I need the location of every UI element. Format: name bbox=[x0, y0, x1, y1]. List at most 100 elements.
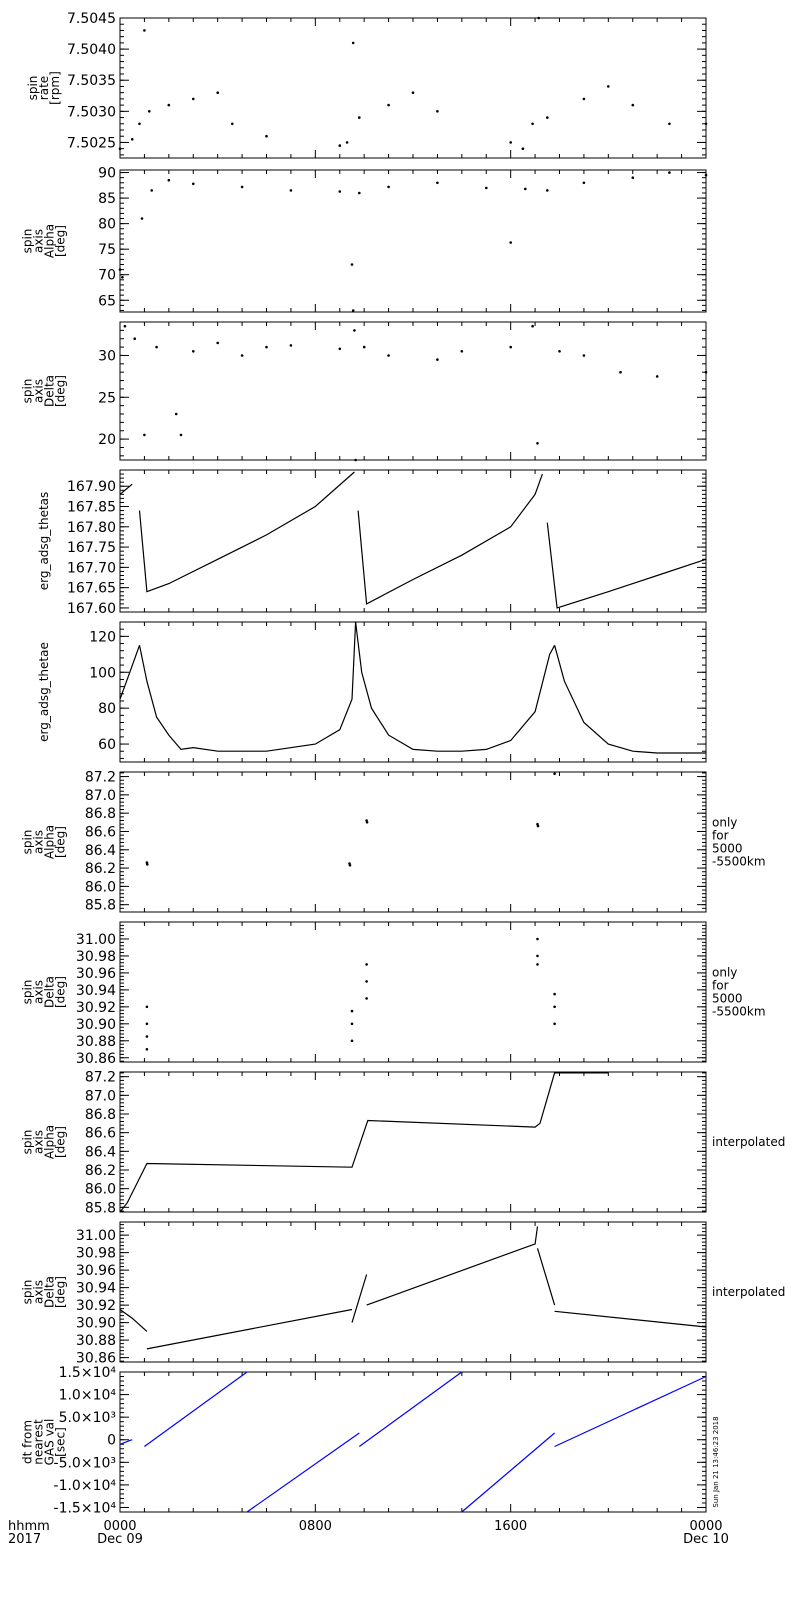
y-tick-label: 80 bbox=[98, 701, 116, 717]
series-line bbox=[119, 1439, 133, 1445]
series-line bbox=[366, 1226, 539, 1306]
data-point bbox=[167, 178, 171, 182]
y-axis-label: nearest bbox=[32, 1419, 46, 1465]
data-point bbox=[509, 345, 512, 349]
panel-5: 60 80 100 120 erg_adsg_thetae bbox=[37, 621, 707, 763]
series-line bbox=[554, 1375, 707, 1448]
y-axis-label: axis bbox=[32, 1130, 46, 1154]
y-axis-label: [deg] bbox=[54, 1126, 68, 1158]
plot-frame bbox=[119, 621, 707, 763]
y-tick-label: 31.00 bbox=[76, 932, 116, 948]
data-point bbox=[553, 992, 556, 996]
y-axis-label: axis bbox=[32, 830, 46, 854]
data-point bbox=[558, 350, 561, 353]
data-point bbox=[411, 91, 415, 94]
y-tick-label: 75 bbox=[98, 242, 116, 258]
y-tick-label: 30.90 bbox=[76, 1017, 116, 1033]
data-point bbox=[582, 354, 586, 357]
data-point bbox=[350, 263, 354, 266]
data-point bbox=[485, 186, 488, 190]
data-point bbox=[350, 1039, 354, 1043]
series-line bbox=[119, 645, 141, 700]
panel-4: 167.60 167.65 167.70 167.75 167.80 167.85 167.… bbox=[37, 469, 707, 617]
y-tick-label: 87.0 bbox=[85, 1088, 116, 1104]
data-point bbox=[133, 337, 136, 341]
data-point bbox=[121, 276, 124, 279]
data-point bbox=[655, 375, 659, 378]
data-point bbox=[365, 821, 369, 824]
y-axis-label: Delta bbox=[43, 375, 57, 407]
side-label: only bbox=[712, 966, 737, 980]
y-axis-label: GAS val bbox=[43, 1419, 57, 1466]
side-label: interpolated bbox=[712, 1135, 785, 1149]
y-tick-label: 86.0 bbox=[85, 1182, 116, 1198]
data-point bbox=[387, 103, 390, 107]
y-tick-label: 7.5035 bbox=[67, 73, 116, 89]
data-point bbox=[143, 433, 146, 437]
data-point bbox=[145, 1035, 149, 1038]
x-date-label: Dec 10 bbox=[683, 1532, 729, 1547]
y-tick-label: 60 bbox=[98, 737, 116, 753]
plot-frame bbox=[119, 1371, 707, 1513]
data-point bbox=[351, 309, 355, 312]
data-point bbox=[704, 122, 708, 126]
data-point bbox=[531, 122, 534, 126]
y-tick-label: 30 bbox=[98, 348, 116, 364]
y-tick-label: 85.8 bbox=[85, 898, 116, 914]
data-point bbox=[536, 442, 539, 445]
data-point bbox=[145, 1022, 149, 1026]
data-point bbox=[553, 1022, 556, 1026]
data-point bbox=[536, 937, 539, 941]
data-point bbox=[118, 268, 122, 271]
data-point bbox=[546, 189, 549, 192]
data-point bbox=[436, 181, 439, 185]
y-axis-label: axis bbox=[32, 1280, 46, 1304]
y-axis-label: Alpha bbox=[43, 224, 57, 258]
series-line bbox=[358, 1371, 463, 1447]
y-tick-label: 167.60 bbox=[67, 601, 116, 617]
data-point bbox=[192, 182, 195, 186]
y-tick-label: 30.96 bbox=[76, 1263, 116, 1279]
y-tick-label: 1.5×10⁴ bbox=[59, 1365, 117, 1381]
series-line bbox=[119, 483, 133, 495]
data-point bbox=[289, 189, 293, 192]
y-tick-label: 167.80 bbox=[67, 520, 116, 536]
data-point bbox=[509, 241, 512, 244]
data-point bbox=[350, 1009, 354, 1013]
y-tick-label: 167.75 bbox=[67, 540, 116, 556]
data-point bbox=[345, 141, 349, 144]
series-line bbox=[119, 1072, 609, 1213]
y-tick-label: 5.0×10³ bbox=[59, 1410, 116, 1426]
y-axis-label: [rpm] bbox=[48, 71, 62, 105]
data-point bbox=[365, 963, 368, 966]
data-point bbox=[123, 324, 127, 328]
data-point bbox=[362, 345, 366, 349]
data-point bbox=[619, 370, 622, 374]
y-tick-label: 30.96 bbox=[76, 966, 116, 982]
panel-10: -1.5×10⁴ -1.0×10⁴ -5.0×10³ 0 5.0×10³ 1.0×10⁴ 1… bbox=[21, 1365, 707, 1516]
data-point bbox=[140, 217, 144, 220]
y-tick-label: 86.2 bbox=[85, 1163, 116, 1179]
y-tick-label: 31.00 bbox=[76, 1228, 116, 1244]
y-tick-label: -1.5×10⁴ bbox=[54, 1500, 117, 1516]
y-axis-label: Alpha bbox=[43, 1125, 57, 1159]
data-point bbox=[338, 144, 342, 147]
series-line bbox=[138, 621, 357, 752]
y-axis-label: spin bbox=[21, 830, 35, 855]
data-point bbox=[146, 863, 149, 866]
y-tick-label: -5.0×10³ bbox=[54, 1455, 116, 1471]
y-tick-label: 167.90 bbox=[67, 479, 116, 495]
y-tick-label: -1.0×10⁴ bbox=[54, 1478, 117, 1494]
y-axis-label: spin bbox=[21, 980, 35, 1005]
y-tick-label: 30.88 bbox=[76, 1333, 116, 1349]
data-point bbox=[167, 103, 171, 107]
series-line bbox=[351, 1274, 368, 1323]
y-tick-label: 30.90 bbox=[76, 1316, 116, 1332]
x-axis-year-label: 2017 bbox=[8, 1532, 41, 1547]
side-label: -5500km bbox=[712, 1005, 766, 1019]
plot-frame bbox=[119, 921, 707, 1063]
data-point bbox=[704, 370, 708, 374]
plot-frame bbox=[119, 771, 707, 913]
series-line bbox=[246, 1432, 360, 1513]
y-tick-label: 30.94 bbox=[76, 983, 116, 999]
